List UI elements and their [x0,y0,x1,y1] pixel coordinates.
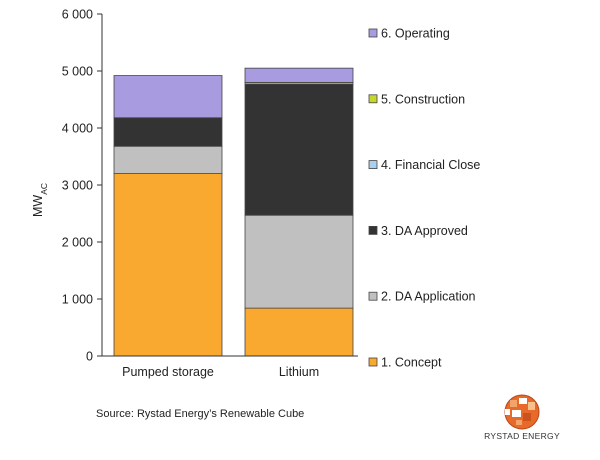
legend-swatch [368,94,378,104]
legend-label: 1. Concept [381,356,442,370]
bar-segment [113,173,223,357]
bars [113,67,354,357]
bar-segment [113,145,223,175]
legend-label: 2. DA Application [381,290,476,304]
x-category-label: Pumped storage [122,365,214,379]
y-axis-title-main: MW [31,195,45,217]
bar-segment [113,117,223,147]
y-tick-label: 4 000 [62,122,93,136]
globe-logo-icon [504,394,540,430]
legend-swatch [368,225,378,235]
bar-segment [244,83,354,216]
legend-label: 6. Operating [381,27,450,41]
x-axis: Pumped storage Lithium [102,355,358,379]
y-tick-label: 2 000 [62,236,93,250]
y-tick-label: 6 000 [62,8,93,22]
legend-label: 4. Financial Close [381,158,480,172]
y-tick-label: 3 000 [62,179,93,193]
legend: 6. Operating 5. Construction 4. Financial … [368,27,480,370]
legend-swatch [368,357,378,367]
y-axis-title: MWAC [31,183,49,217]
rystad-energy-logo: RYSTAD ENERGY [472,392,572,448]
legend-label: 3. DA Approved [381,224,468,238]
bar-segment [244,67,354,83]
y-tick-label: 1 000 [62,293,93,307]
legend-swatch [368,160,378,170]
y-tick-label: 5 000 [62,65,93,79]
legend-swatch [368,291,378,301]
bar-segment [244,214,354,309]
legend-swatch [368,28,378,38]
x-category-label: Lithium [279,365,319,379]
bar-segment [244,307,354,357]
legend-label: 5. Construction [381,92,465,106]
y-tick-label: 0 [86,350,93,364]
logo-text: RYSTAD ENERGY [484,431,560,441]
y-axis: 0 1 000 2 000 3 000 4 000 5 000 6 000 [62,8,103,364]
y-axis-title-subscript: AC [39,183,49,195]
source-note: Source: Rystad Energy’s Renewable Cube [96,408,305,420]
bar-segment [113,75,223,119]
